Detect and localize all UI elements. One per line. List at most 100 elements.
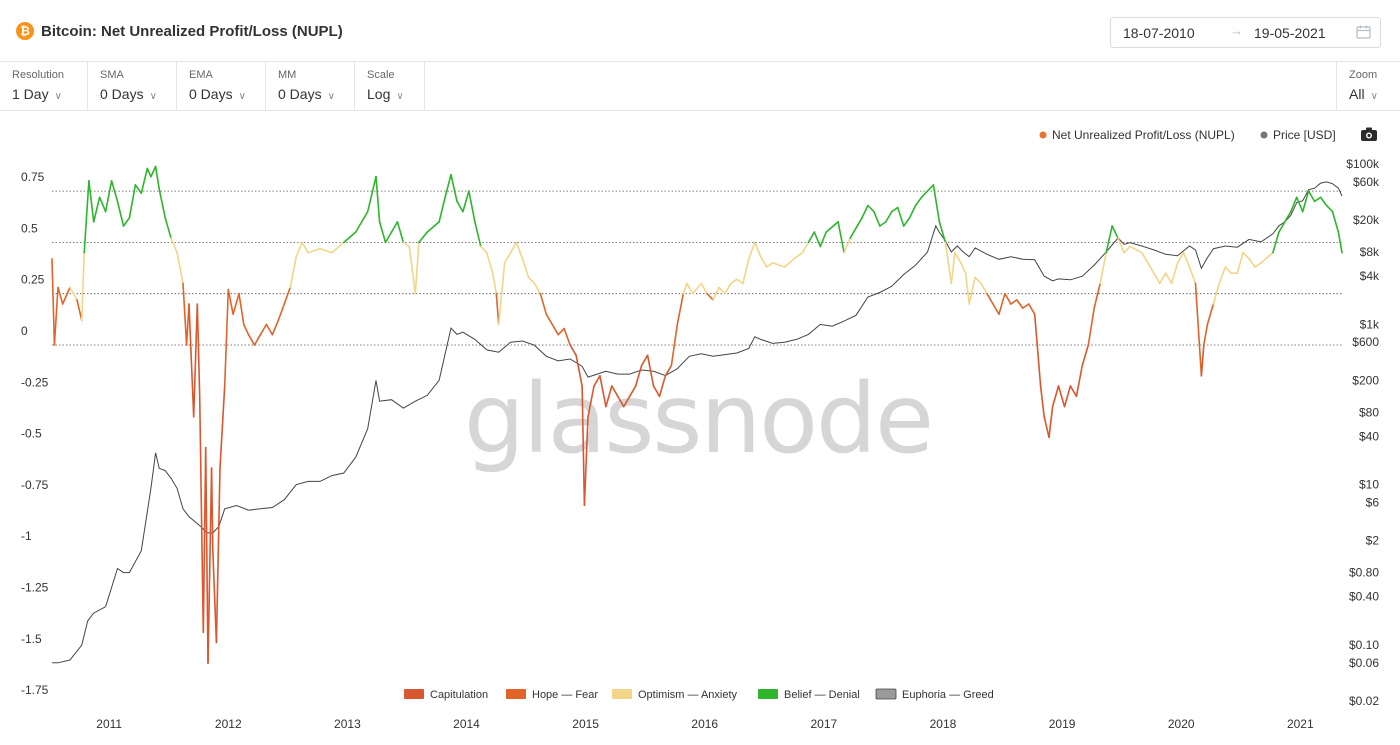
nupl-segment (1123, 245, 1131, 254)
x-tick: 2017 (811, 717, 838, 731)
scale-select[interactable]: Scale Log ∨ (355, 62, 425, 110)
nupl-segment (1093, 282, 1101, 309)
sma-value[interactable]: 0 Days ∨ (100, 86, 157, 102)
zoom-select[interactable]: Zoom All ∨ (1336, 62, 1400, 110)
nupl-segment (1200, 344, 1205, 377)
y-right-tick: $0.02 (1349, 694, 1379, 708)
nupl-segment (1176, 251, 1185, 264)
nupl-segment (384, 231, 393, 244)
x-tick: 2021 (1287, 717, 1314, 731)
x-axis: 2011 2012 2013 2014 2015 2016 2017 2018 2019 2020… (96, 717, 1314, 731)
y-axis-right: $100k $60k $20k $8k $4k $1k $600 $200 $80 $40 $10 $… (1346, 157, 1380, 708)
nupl-segment (207, 467, 213, 664)
nupl-segment (1117, 237, 1125, 254)
nupl-segment (83, 180, 90, 254)
nupl-segment (1004, 292, 1012, 305)
legend-bottom[interactable]: Capitulation Hope — Fear Optimism — Anxiet… (404, 688, 994, 701)
nupl-segment (491, 272, 498, 295)
y-right-tick: $4k (1360, 269, 1380, 283)
mm-select[interactable]: MM 0 Days ∨ (266, 62, 355, 110)
nupl-segment (992, 303, 1000, 315)
nupl-segment (1159, 272, 1167, 285)
date-from[interactable]: 18-07-2010 (1123, 25, 1195, 41)
nupl-segment (664, 364, 673, 377)
nupl-segment (342, 231, 357, 244)
nupl-segment (807, 231, 816, 244)
nupl-segment (724, 282, 732, 295)
date-to[interactable]: 19-05-2021 (1254, 25, 1326, 41)
calendar-icon[interactable] (1356, 25, 1371, 39)
y-left-tick: 0.5 (21, 221, 38, 235)
y-right-tick: $100k (1346, 157, 1380, 171)
nupl-segment (587, 385, 595, 418)
camera-icon[interactable] (1361, 127, 1377, 142)
zoom-value-text: All (1349, 86, 1365, 102)
y-right-tick: $80 (1359, 405, 1379, 419)
nupl-segment (652, 385, 661, 398)
nupl-segment (873, 210, 881, 227)
nupl-segment (227, 288, 234, 315)
nupl-segment (610, 385, 619, 398)
y-left-tick: -1.25 (21, 581, 49, 595)
x-tick: 2014 (453, 717, 480, 731)
nupl-segment (1206, 303, 1215, 326)
zoom-value[interactable]: All ∨ (1349, 86, 1378, 102)
nupl-segment (843, 237, 851, 254)
nupl-segment (986, 292, 994, 305)
legend-top[interactable]: Net Unrealized Profit/Loss (NUPL) Price [… (1039, 128, 1336, 142)
nupl-segment (110, 180, 119, 203)
nupl-segment (366, 175, 377, 213)
nupl-segment (485, 251, 494, 274)
nupl-segment (277, 303, 286, 322)
nupl-segment (533, 282, 542, 295)
nupl-segment (289, 256, 298, 289)
nupl-segment (691, 282, 703, 295)
nupl-segment (718, 286, 726, 295)
nupl-segment (1048, 405, 1054, 439)
ema-select[interactable]: EMA 0 Days ∨ (177, 62, 266, 110)
mm-value[interactable]: 0 Days ∨ (278, 86, 335, 102)
resolution-value[interactable]: 1 Day ∨ (12, 86, 62, 102)
nupl-segment (1051, 385, 1060, 408)
y-left-tick: -0.75 (21, 478, 49, 492)
nupl-segment (1307, 190, 1316, 203)
nupl-chart[interactable]: glassnode 0.75 0.5 0.25 0 -0.25 -0.5 -0.75 -1 -1… (0, 112, 1400, 745)
nupl-segment (795, 251, 804, 258)
nupl-segment (354, 210, 369, 233)
scale-value[interactable]: Log ∨ (367, 86, 404, 102)
nupl-segment (1301, 190, 1310, 213)
scale-value-text: Log (367, 86, 391, 102)
nupl-segment (1039, 385, 1045, 418)
nupl-segment (462, 190, 470, 213)
nupl-segment (622, 395, 631, 408)
nupl-segment (964, 272, 971, 305)
nupl-segment (1272, 231, 1280, 254)
nupl-segment (150, 165, 157, 178)
ema-value[interactable]: 0 Days ∨ (189, 86, 246, 102)
resolution-select[interactable]: Resolution 1 Day ∨ (0, 62, 88, 110)
grid-layer (52, 190, 1342, 346)
nupl-segment (259, 323, 268, 336)
nupl-segment (243, 323, 250, 336)
nupl-segment (182, 282, 188, 346)
nupl-segment (813, 231, 822, 248)
nupl-segment (1015, 299, 1024, 309)
date-range-picker[interactable]: 18-07-2010 → 19-05-2021 (1110, 17, 1381, 48)
nupl-segment (1242, 251, 1250, 260)
nupl-segment (581, 385, 586, 506)
chevron-down-icon: ∨ (238, 91, 246, 102)
sma-select[interactable]: SMA 0 Days ∨ (88, 62, 177, 110)
nupl-segment (646, 354, 655, 387)
nupl-segment (1218, 266, 1227, 285)
nupl-segment (634, 364, 643, 387)
nupl-segment (479, 245, 488, 254)
nupl-segment (1129, 245, 1143, 254)
legend-label: Hope — Fear (532, 689, 598, 701)
nupl-segment (1290, 196, 1298, 213)
header: ₿ Bitcoin: Net Unrealized Profit/Loss (N… (0, 0, 1400, 62)
y-left-tick: -1.5 (21, 632, 42, 646)
nupl-segment (204, 446, 209, 664)
y-right-tick: $0.80 (1349, 566, 1379, 580)
nupl-segment (686, 282, 694, 295)
